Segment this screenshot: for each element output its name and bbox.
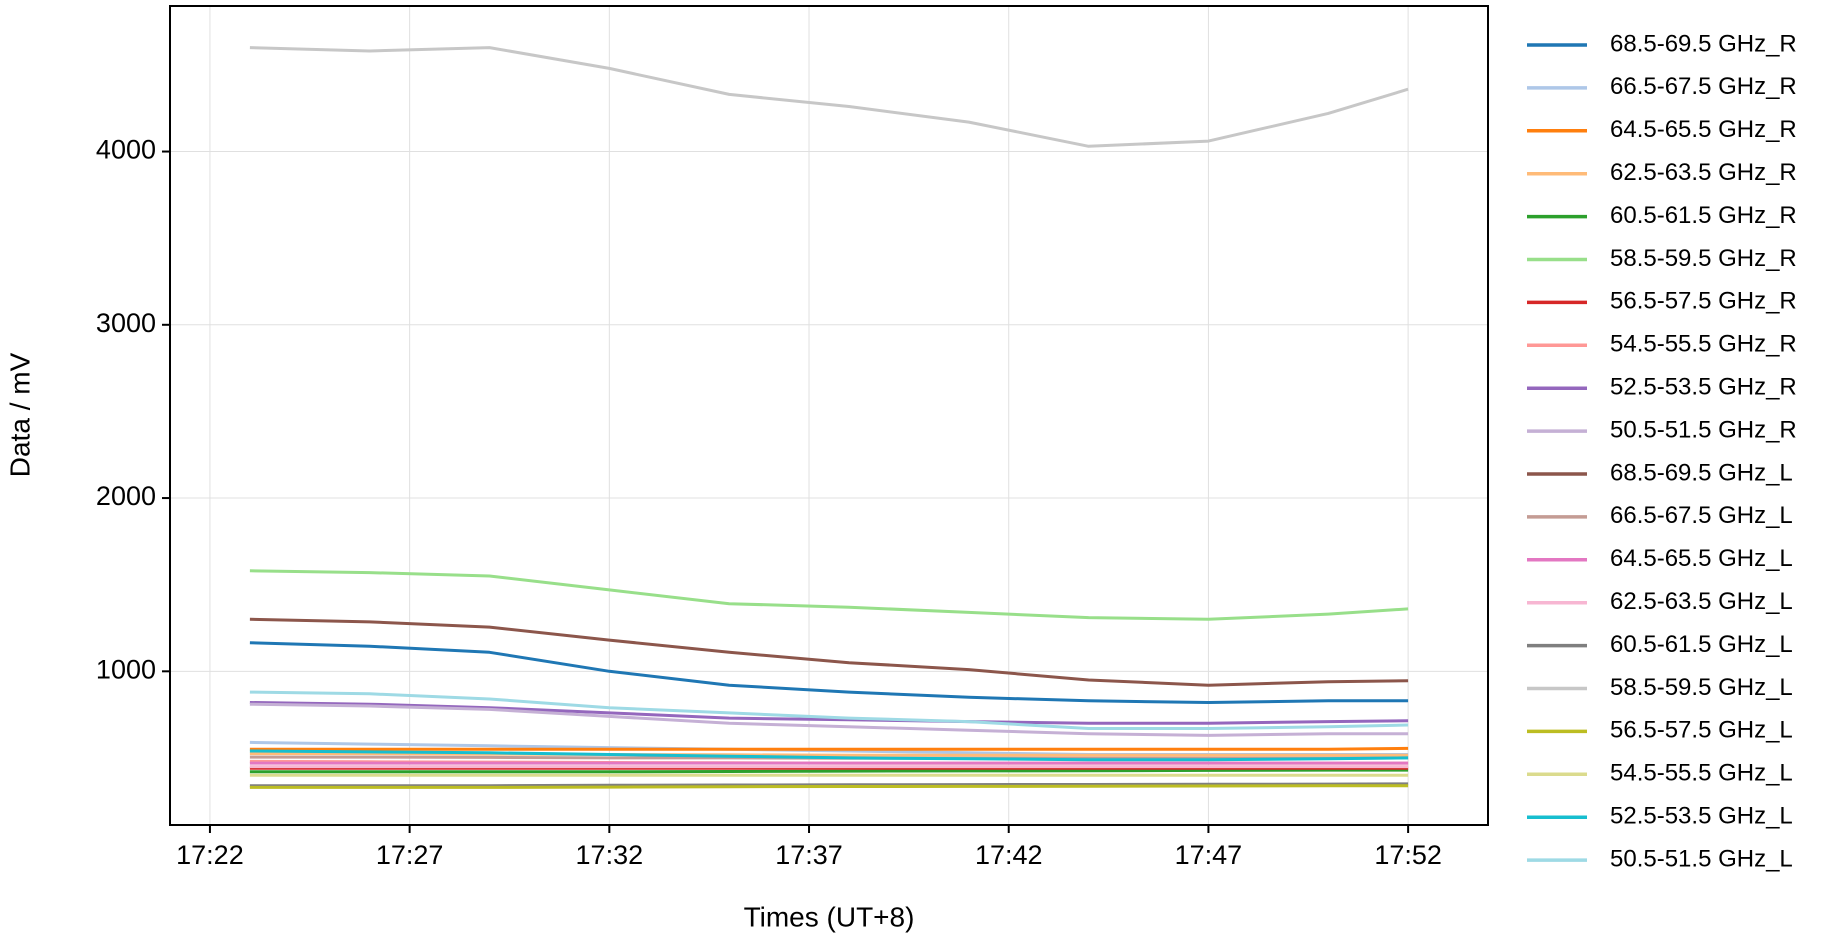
plot-frame — [169, 5, 1489, 826]
legend-label: 68.5-69.5 GHz_R — [1610, 30, 1797, 57]
legend-label: 66.5-67.5 GHz_L — [1610, 502, 1793, 529]
legend-label: 52.5-53.5 GHz_L — [1610, 803, 1793, 830]
legend-label: 56.5-57.5 GHz_R — [1610, 288, 1797, 315]
x-tick-label: 17:42 — [975, 840, 1043, 870]
y-tick-label: 4000 — [96, 135, 156, 165]
legend-label: 64.5-65.5 GHz_R — [1610, 116, 1797, 143]
x-tick-label: 17:52 — [1374, 840, 1442, 870]
data-line — [249, 784, 1409, 789]
legend-label: 64.5-65.5 GHz_L — [1610, 545, 1793, 572]
x-tick-label: 17:32 — [576, 840, 644, 870]
data-line — [249, 782, 1409, 788]
data-line — [249, 752, 1409, 757]
y-axis-label: Data / mV — [4, 352, 35, 477]
legend-label: 56.5-57.5 GHz_L — [1610, 717, 1793, 744]
x-tick-label: 17:37 — [775, 840, 843, 870]
data-line — [249, 641, 1409, 704]
y-tick-label: 3000 — [96, 308, 156, 338]
legend-label: 62.5-63.5 GHz_R — [1610, 159, 1797, 186]
data-line — [249, 690, 1409, 730]
legend-label: 62.5-63.5 GHz_L — [1610, 588, 1793, 615]
legend-label: 58.5-59.5 GHz_R — [1610, 245, 1797, 272]
data-line — [249, 617, 1409, 687]
legend-label: 54.5-55.5 GHz_R — [1610, 331, 1797, 358]
x-tick-label: 17:47 — [1175, 840, 1243, 870]
legend-label: 60.5-61.5 GHz_R — [1610, 202, 1797, 229]
legend-label: 54.5-55.5 GHz_L — [1610, 760, 1793, 787]
legend-label: 60.5-61.5 GHz_L — [1610, 631, 1793, 658]
legend-label: 58.5-59.5 GHz_L — [1610, 674, 1793, 701]
x-tick-label: 17:27 — [376, 840, 444, 870]
data-line — [249, 46, 1409, 148]
legend-label: 52.5-53.5 GHz_R — [1610, 374, 1797, 401]
legend-label: 66.5-67.5 GHz_R — [1610, 73, 1797, 100]
data-line — [249, 749, 1409, 762]
legend-label: 50.5-51.5 GHz_R — [1610, 416, 1797, 443]
legend-label: 68.5-69.5 GHz_L — [1610, 459, 1793, 486]
data-line — [249, 746, 1409, 751]
data-line — [249, 569, 1409, 621]
data-line — [249, 702, 1409, 737]
data-line — [249, 701, 1409, 725]
x-axis-label: Times (UT+8) — [744, 901, 915, 932]
y-tick-label: 1000 — [96, 654, 156, 684]
data-line — [249, 768, 1409, 774]
legend-label: 50.5-51.5 GHz_L — [1610, 845, 1793, 872]
x-tick-label: 17:22 — [176, 840, 244, 870]
y-tick-label: 2000 — [96, 481, 156, 511]
